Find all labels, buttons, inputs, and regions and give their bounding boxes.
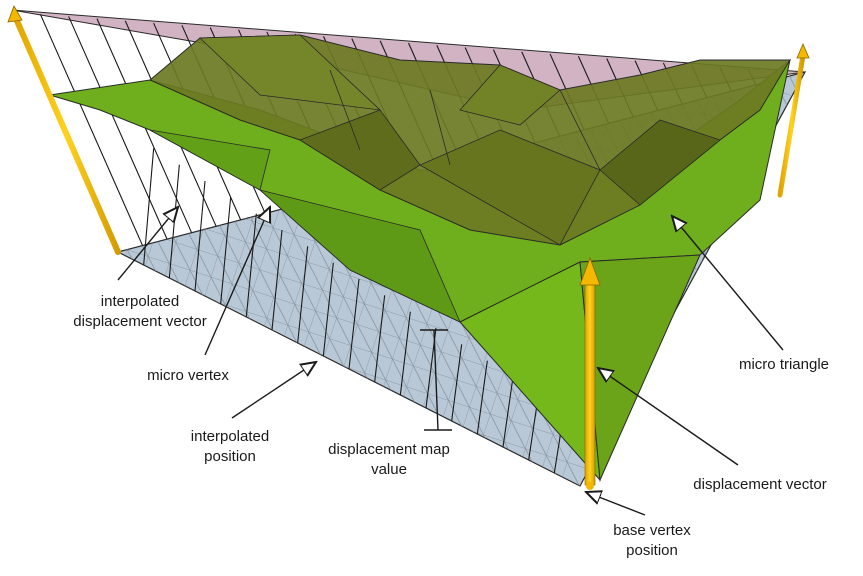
label-base-vertex-position: base vertex position [613, 522, 691, 559]
interpolated-line [322, 262, 334, 357]
interpolated-line [374, 295, 386, 383]
interpolated-line [297, 246, 309, 344]
label-displacement-map-value: displacement map value [328, 441, 450, 478]
displacement-vector-arrows [7, 5, 810, 490]
interpolated-line [451, 344, 463, 422]
displacement-map-marker [420, 329, 452, 431]
label-micro-triangle: micro triangle [738, 356, 830, 373]
interpolated-line [194, 180, 206, 292]
label-micro-vertex: micro vertex [147, 367, 229, 384]
interpolated-line [143, 148, 155, 266]
interpolated-line [220, 197, 232, 305]
interpolated-line [476, 360, 488, 435]
label-interpolated-displacement-vector: interpolated displacement vector [73, 293, 207, 330]
label-interpolated-position: interpolated position [190, 428, 270, 465]
interpolated-line [68, 16, 168, 240]
interpolated-line [502, 376, 514, 448]
micro-triangle-mesh [49, 34, 791, 482]
label-displacement-vector: displacement vector [693, 476, 827, 493]
interpolated-line [245, 213, 257, 318]
interpolated-line [271, 229, 283, 331]
interpolated-line [348, 278, 360, 370]
callout-arrows [117, 207, 784, 516]
interpolated-line [399, 311, 411, 396]
interpolated-line [39, 13, 144, 246]
